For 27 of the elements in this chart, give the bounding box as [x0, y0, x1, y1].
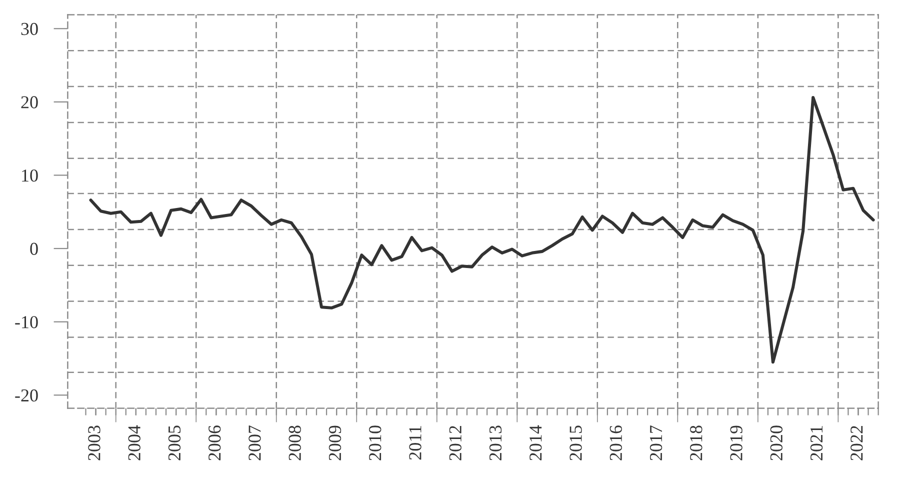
- x-tick-label: 2003: [88, 426, 100, 460]
- x-tick-label: 2012: [449, 426, 462, 460]
- x-tick-label: 2013: [489, 426, 502, 460]
- x-tick-label: 2008: [288, 426, 301, 460]
- x-tick-label: 2004: [128, 425, 140, 460]
- x-tick-label: 2011: [409, 426, 422, 460]
- y-tick-label: 30: [21, 22, 38, 36]
- x-tick-label: 2006: [208, 426, 221, 460]
- y-tick-label: 10: [22, 169, 38, 182]
- x-tick-label: 2022: [850, 426, 863, 460]
- y-tick-label: -10: [15, 316, 38, 328]
- y-tick-label: -20: [15, 389, 38, 402]
- x-tick-label: 2014: [530, 425, 542, 460]
- x-tick-label: 2009: [328, 426, 342, 460]
- y-tick-label: 20: [21, 96, 38, 108]
- x-tick-label: 2020: [770, 426, 782, 460]
- x-tick-label: 2005: [168, 426, 181, 460]
- x-tick-label: 2015: [570, 426, 582, 460]
- y-tick-label: 0: [30, 242, 38, 255]
- x-tick-label: 2019: [730, 426, 742, 460]
- x-tick-label: 2010: [369, 426, 382, 460]
- x-tick-label: 2018: [690, 426, 702, 460]
- x-tick-label: 2016: [610, 426, 622, 460]
- line-series: [89, 96, 875, 364]
- x-tick-label: 2007: [248, 425, 261, 460]
- x-tick-label: 2021: [810, 426, 823, 460]
- x-tick-label: 2017: [650, 425, 662, 460]
